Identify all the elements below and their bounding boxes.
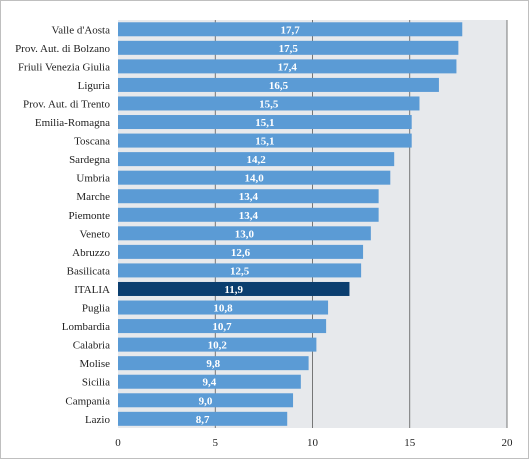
bar [118,319,327,334]
bar [118,244,364,259]
category-label: Piemonte [68,210,110,222]
data-label: 14,2 [246,154,266,166]
data-label: 10,7 [212,321,232,333]
data-label: 8,7 [196,414,210,426]
bar [118,189,379,204]
x-tick-label: 5 [213,437,219,449]
bar [118,22,463,37]
category-label: Calabria [73,340,110,352]
bar [118,393,294,408]
data-label: 15,1 [255,136,274,148]
x-tick-label: 10 [307,437,319,449]
category-label: Veneto [79,228,110,240]
bar [118,40,459,55]
bar [118,59,457,74]
data-label: 14,0 [245,173,265,185]
category-label: Valle d'Aosta [52,24,111,36]
data-label: 11,9 [224,284,243,296]
category-label: Lombardia [62,321,110,333]
bar [118,263,362,278]
data-label: 9,8 [206,358,220,370]
bar [118,226,371,241]
category-label: Liguria [78,80,110,92]
bar [118,77,439,92]
category-label: Campania [65,395,110,407]
bar [118,170,391,185]
bar [118,207,379,222]
bar [118,152,395,167]
data-label: 16,5 [269,80,289,92]
data-label: 12,6 [231,247,251,259]
data-label: 17,7 [281,24,301,36]
data-label: 15,1 [255,117,274,129]
category-label: Basilicata [67,265,110,277]
data-label: 10,8 [213,303,233,315]
data-label: 17,5 [279,43,299,55]
data-label: 15,5 [259,98,279,110]
category-label: Emilia-Romagna [35,117,110,129]
bar [118,133,412,148]
category-label: Molise [79,358,110,370]
data-label: 12,5 [230,265,250,277]
x-tick-label: 0 [115,437,121,449]
category-label: Friuli Venezia Giulia [18,61,110,73]
bar [118,281,350,296]
bar [118,337,317,352]
data-label: 13,4 [239,210,259,222]
category-label: Puglia [82,303,110,315]
bar [118,356,309,371]
category-label: ITALIA [74,284,110,296]
bar [118,411,288,426]
category-label: Abruzzo [72,247,110,259]
data-label: 13,4 [239,191,259,203]
bar [118,96,420,111]
data-label: 13,0 [235,228,255,240]
bar [118,374,301,389]
data-label: 9,4 [203,377,217,389]
data-label: 10,2 [208,340,228,352]
data-label: 17,4 [278,61,298,73]
category-label: Sardegna [69,154,110,166]
category-label: Marche [76,191,110,203]
category-label: Prov. Aut. di Bolzano [15,43,110,55]
data-label: 9,0 [199,395,213,407]
category-label: Lazio [85,414,111,426]
bar [118,115,412,130]
x-tick-label: 15 [404,437,416,449]
category-label: Umbria [76,173,110,185]
category-label: Prov. Aut. di Trento [23,98,111,110]
x-tick-label: 20 [502,437,514,449]
category-label: Toscana [74,136,110,148]
bar [118,300,329,315]
category-label: Sicilia [82,377,110,389]
